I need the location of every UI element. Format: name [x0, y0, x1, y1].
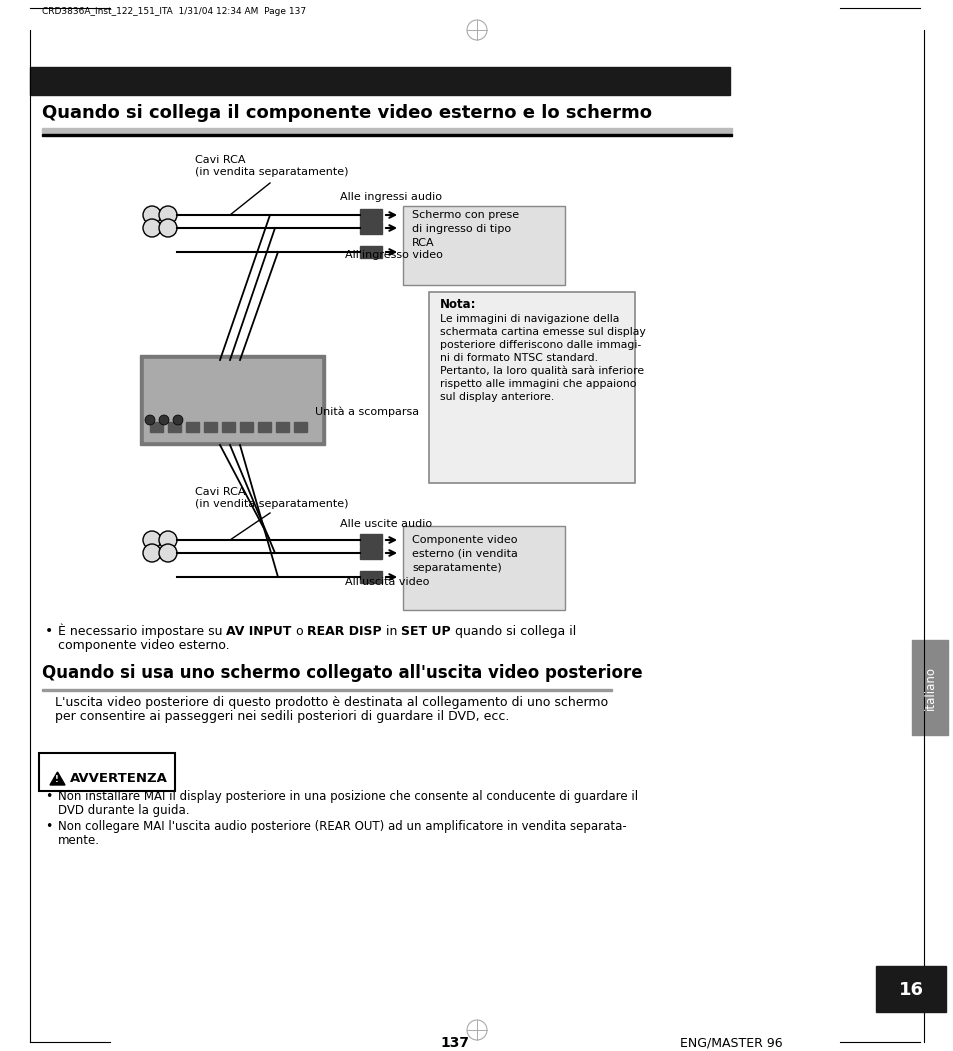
- Text: CRD3836A_inst_122_151_ITA  1/31/04 12:34 AM  Page 137: CRD3836A_inst_122_151_ITA 1/31/04 12:34 …: [42, 7, 306, 16]
- Bar: [140, 355, 325, 445]
- Bar: [204, 423, 216, 432]
- Circle shape: [143, 219, 161, 236]
- Bar: [359, 571, 381, 583]
- Text: posteriore differiscono dalle immagi-: posteriore differiscono dalle immagi-: [439, 341, 640, 350]
- Bar: [875, 966, 945, 1012]
- FancyBboxPatch shape: [402, 206, 564, 285]
- Text: o: o: [292, 625, 307, 638]
- Polygon shape: [50, 772, 65, 785]
- Bar: [42, 133, 731, 136]
- Bar: [359, 534, 381, 547]
- Circle shape: [172, 415, 183, 425]
- Circle shape: [159, 206, 177, 224]
- Text: All'uscita video: All'uscita video: [345, 577, 429, 588]
- Text: quando si collega il: quando si collega il: [451, 625, 576, 638]
- Text: 16: 16: [898, 981, 923, 1000]
- Circle shape: [159, 531, 177, 549]
- Bar: [911, 640, 947, 735]
- Text: italiano: italiano: [923, 666, 936, 710]
- Circle shape: [159, 415, 169, 425]
- Bar: [42, 128, 731, 133]
- Text: L'uscita video posteriore di questo prodotto è destinata al collegamento di uno : L'uscita video posteriore di questo prod…: [55, 696, 607, 709]
- Text: Le immagini di navigazione della: Le immagini di navigazione della: [439, 314, 618, 324]
- Text: Componente video: Componente video: [412, 535, 517, 545]
- Bar: [359, 209, 381, 221]
- Text: Unità a scomparsa: Unità a scomparsa: [314, 407, 418, 417]
- Text: Pertanto, la loro qualità sarà inferiore: Pertanto, la loro qualità sarà inferiore: [439, 366, 643, 376]
- Text: esterno (in vendita: esterno (in vendita: [412, 549, 517, 559]
- Text: !: !: [54, 775, 58, 784]
- Text: Nota:: Nota:: [439, 298, 476, 311]
- Circle shape: [143, 544, 161, 562]
- Text: mente.: mente.: [58, 834, 100, 847]
- Bar: [275, 423, 289, 432]
- Text: ni di formato NTSC standard.: ni di formato NTSC standard.: [439, 353, 598, 363]
- Text: Quando si collega il componente video esterno e lo schermo: Quando si collega il componente video es…: [42, 104, 651, 122]
- Bar: [359, 246, 381, 257]
- FancyBboxPatch shape: [402, 526, 564, 610]
- Text: RCA: RCA: [412, 238, 435, 248]
- Text: schermata cartina emesse sul display: schermata cartina emesse sul display: [439, 327, 645, 337]
- Bar: [150, 423, 163, 432]
- FancyBboxPatch shape: [39, 753, 174, 791]
- Text: Cavi RCA: Cavi RCA: [194, 154, 245, 165]
- Text: Alle uscite audio: Alle uscite audio: [339, 519, 432, 529]
- Text: per consentire ai passeggeri nei sedili posteriori di guardare il DVD, ecc.: per consentire ai passeggeri nei sedili …: [55, 710, 509, 723]
- Circle shape: [159, 219, 177, 236]
- Text: AVVERTENZA: AVVERTENZA: [70, 772, 168, 785]
- Text: •: •: [45, 790, 52, 803]
- Bar: [222, 423, 234, 432]
- Bar: [30, 67, 729, 95]
- Bar: [294, 423, 307, 432]
- FancyBboxPatch shape: [429, 292, 635, 483]
- Text: All'ingresso video: All'ingresso video: [345, 250, 442, 260]
- Text: separatamente): separatamente): [412, 563, 501, 573]
- Text: sul display anteriore.: sul display anteriore.: [439, 392, 554, 401]
- Bar: [359, 547, 381, 559]
- Text: REAR DISP: REAR DISP: [307, 625, 382, 638]
- Text: (in vendita separatamente): (in vendita separatamente): [194, 499, 348, 509]
- Bar: [168, 423, 181, 432]
- Text: Non collegare MAI l'uscita audio posteriore (REAR OUT) ad un amplificatore in ve: Non collegare MAI l'uscita audio posteri…: [58, 820, 626, 833]
- Text: AV INPUT: AV INPUT: [226, 625, 292, 638]
- Text: rispetto alle immagini che appaiono: rispetto alle immagini che appaiono: [439, 379, 636, 389]
- Bar: [359, 222, 381, 234]
- Text: Alle ingressi audio: Alle ingressi audio: [339, 192, 441, 202]
- Text: 137: 137: [439, 1036, 469, 1050]
- Bar: [257, 423, 271, 432]
- Text: DVD durante la guida.: DVD durante la guida.: [58, 804, 190, 817]
- Circle shape: [159, 544, 177, 562]
- Text: di ingresso di tipo: di ingresso di tipo: [412, 224, 511, 234]
- Text: ENG/MASTER 96: ENG/MASTER 96: [679, 1037, 781, 1050]
- Bar: [42, 689, 612, 691]
- Text: Quando si usa uno schermo collegato all'uscita video posteriore: Quando si usa uno schermo collegato all'…: [42, 664, 642, 682]
- Circle shape: [143, 206, 161, 224]
- Text: SET UP: SET UP: [401, 625, 451, 638]
- Bar: [144, 359, 320, 441]
- Text: •: •: [45, 820, 52, 833]
- Circle shape: [143, 531, 161, 549]
- Bar: [240, 423, 253, 432]
- Bar: [186, 423, 199, 432]
- Text: È necessario impostare su: È necessario impostare su: [58, 623, 226, 638]
- Text: Cavi RCA: Cavi RCA: [194, 487, 245, 497]
- Text: in: in: [382, 625, 401, 638]
- Text: (in vendita separatamente): (in vendita separatamente): [194, 167, 348, 177]
- Text: •: •: [45, 624, 53, 638]
- Circle shape: [145, 415, 154, 425]
- Text: componente video esterno.: componente video esterno.: [58, 639, 230, 652]
- Text: Non installare MAI il display posteriore in una posizione che consente al conduc: Non installare MAI il display posteriore…: [58, 790, 638, 803]
- Text: Schermo con prese: Schermo con prese: [412, 210, 518, 220]
